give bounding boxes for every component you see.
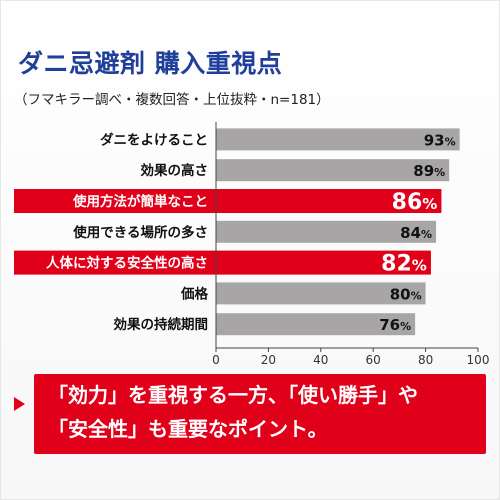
x-tick-label: 60 xyxy=(366,353,381,367)
value-label: 76% xyxy=(379,316,411,334)
value-label: 86% xyxy=(392,190,438,215)
value-label: 84% xyxy=(400,224,432,242)
bar xyxy=(216,282,426,305)
bar xyxy=(216,159,450,182)
category-label: 効果の高さ xyxy=(141,162,209,179)
callout-line-2: 「安全性」も重要なポイント。 xyxy=(48,417,328,441)
bar xyxy=(216,220,437,243)
category-label: 使用できる場所の多さ xyxy=(72,224,208,241)
x-tick-label: 40 xyxy=(313,353,328,367)
x-tick-label: 100 xyxy=(467,353,490,367)
x-tick-label: 20 xyxy=(261,353,276,367)
category-label: ダニをよけること xyxy=(100,131,208,148)
bar xyxy=(216,190,442,212)
category-label: 価格 xyxy=(180,285,208,302)
bar xyxy=(216,313,416,336)
chart-subtitle: （フマキラー調べ・複数回答・上位抜粋・n=181） xyxy=(14,92,330,108)
category-label: 効果の持続期間 xyxy=(114,316,209,333)
callout-line-1: 「効力」を重視する一方、「使い勝手」や xyxy=(48,383,418,407)
callout-arrow-icon xyxy=(14,397,25,411)
value-label: 89% xyxy=(413,162,445,180)
bar xyxy=(216,128,460,151)
bar xyxy=(216,251,431,274)
value-label: 82% xyxy=(381,252,427,277)
x-tick-label: 0 xyxy=(212,353,220,367)
category-label: 人体に対する安全性の高さ xyxy=(46,255,208,272)
callout-text: 「効力」を重視する一方、「使い勝手」や 「安全性」も重要なポイント。 xyxy=(48,378,478,446)
x-tick-label: 80 xyxy=(418,353,433,367)
chart-title: ダニ忌避剤 購入重視点 xyxy=(18,49,283,78)
category-label: 使用方法が簡単なこと xyxy=(72,193,208,210)
callout-box xyxy=(34,374,486,454)
value-label: 93% xyxy=(424,131,456,149)
value-label: 80% xyxy=(390,285,422,303)
